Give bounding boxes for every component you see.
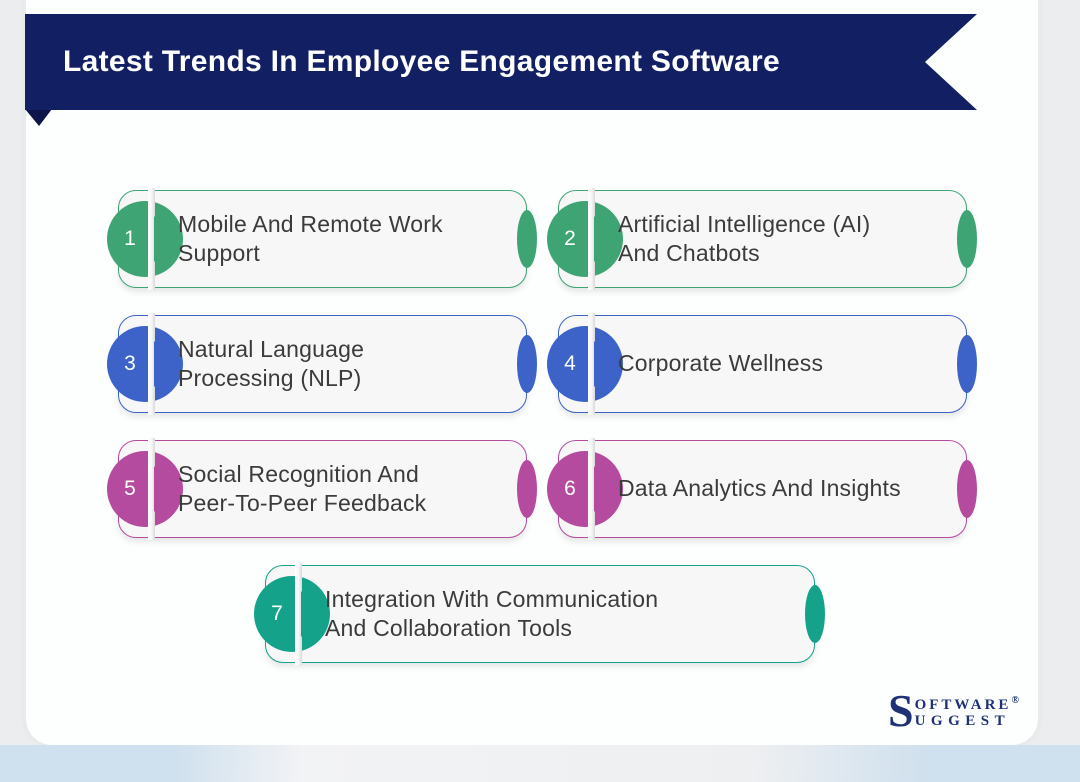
right-bump-decoration (957, 460, 977, 518)
trend-item-3: 3 Natural Language Processing (NLP) (107, 313, 537, 415)
brand-line-suggest: uggest (914, 713, 1011, 729)
fold-highlight (588, 313, 595, 415)
right-bump-decoration (805, 585, 825, 643)
brand-line1-text: oftware (914, 697, 1012, 713)
item-number-wrap: 6 (547, 451, 593, 527)
item-number-wrap: 7 (254, 576, 300, 652)
bottom-decoration (0, 745, 1080, 782)
trend-item-2: 2 Artificial Intelligence (AI) And Chatb… (547, 188, 977, 290)
fold-highlight (588, 188, 595, 290)
item-box (558, 440, 967, 538)
right-bump-decoration (517, 335, 537, 393)
trend-item-7: 7 Integration With Communication And Col… (254, 563, 825, 665)
item-number-wrap: 1 (107, 201, 153, 277)
item-label: Corporate Wellness (618, 350, 824, 377)
trend-item-4: 4 Corporate Wellness (547, 313, 977, 415)
item-number: 6 (564, 477, 576, 500)
page-title: Latest Trends In Employee Engagement Sof… (63, 45, 781, 78)
item-label: Artificial Intelligence (AI) And Chatbot… (618, 210, 871, 267)
fold-highlight (148, 188, 155, 290)
item-box (118, 315, 527, 413)
trend-item-1: 1 Mobile And Remote Work Support (107, 188, 537, 290)
item-label: Mobile And Remote Work Support (178, 210, 443, 267)
fold-highlight (295, 563, 302, 665)
item-number: 4 (564, 352, 576, 375)
item-box (118, 440, 527, 538)
item-number: 5 (124, 477, 136, 500)
title-banner: Latest Trends In Employee Engagement Sof… (25, 14, 977, 110)
right-bump-decoration (957, 210, 977, 268)
item-label: Integration With Communication And Colla… (325, 585, 659, 642)
brand-logo: S oftware® uggest (888, 686, 1019, 736)
item-number: 3 (124, 352, 136, 375)
item-label: Social Recognition And Peer-To-Peer Feed… (178, 460, 427, 517)
item-box (265, 565, 815, 663)
item-number: 2 (564, 227, 576, 250)
item-label: Data Analytics And Insights (618, 475, 901, 502)
brand-line-software: oftware® (915, 693, 1019, 713)
fold-highlight (148, 438, 155, 540)
right-bump-decoration (517, 210, 537, 268)
fold-highlight (588, 438, 595, 540)
right-bump-decoration (957, 335, 977, 393)
item-number-wrap: 4 (547, 326, 593, 402)
item-number-wrap: 5 (107, 451, 153, 527)
fold-highlight (148, 313, 155, 415)
item-number: 1 (124, 227, 136, 250)
item-box (558, 315, 967, 413)
brand-wordmark: oftware® uggest (915, 693, 1019, 729)
trend-item-5: 5 Social Recognition And Peer-To-Peer Fe… (107, 438, 537, 540)
item-number: 7 (271, 602, 283, 625)
brand-initial: S (888, 685, 914, 736)
item-number-wrap: 2 (547, 201, 593, 277)
right-bump-decoration (517, 460, 537, 518)
trend-item-6: 6 Data Analytics And Insights (547, 438, 977, 540)
item-label: Natural Language Processing (NLP) (178, 335, 365, 392)
item-number-wrap: 3 (107, 326, 153, 402)
item-box (558, 190, 967, 288)
registered-trademark-icon: ® (1011, 695, 1019, 706)
item-box (118, 190, 527, 288)
